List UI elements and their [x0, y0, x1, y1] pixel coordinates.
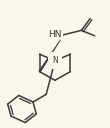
Text: N: N	[52, 56, 58, 65]
Text: HN: HN	[48, 30, 62, 39]
Polygon shape	[39, 35, 64, 72]
